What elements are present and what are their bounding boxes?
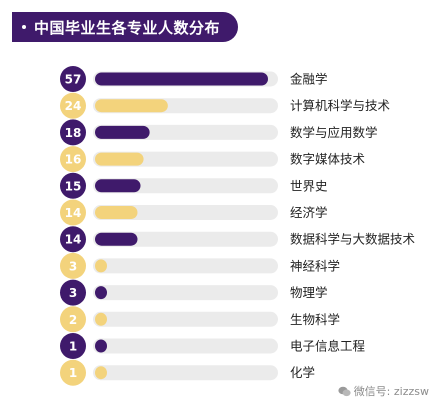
bar-track xyxy=(93,285,278,301)
value-badge xyxy=(60,226,86,253)
data-label: 24 xyxy=(65,99,82,113)
bar-row: 15 世界史 xyxy=(60,172,328,199)
category-label: 计算机科学与技术 xyxy=(290,98,391,113)
bar xyxy=(95,259,107,273)
bar-row: 1 化学 xyxy=(60,359,315,386)
bar xyxy=(95,72,268,86)
bar xyxy=(95,312,107,326)
bar-track xyxy=(93,311,278,327)
bar xyxy=(95,152,144,166)
bar xyxy=(95,232,138,246)
bar xyxy=(95,99,168,113)
data-label: 14 xyxy=(65,206,82,220)
bar xyxy=(95,125,150,139)
category-label: 生物科学 xyxy=(290,312,340,327)
value-badge xyxy=(60,199,86,226)
watermark-text: 微信号: zizzsw xyxy=(353,385,429,398)
bar xyxy=(95,206,138,219)
bar xyxy=(95,286,107,300)
bar xyxy=(95,366,107,380)
category-label: 数学与应用数学 xyxy=(290,125,378,140)
category-label: 经济学 xyxy=(290,205,328,220)
value-badge xyxy=(60,119,86,146)
data-label: 15 xyxy=(65,179,82,193)
data-label: 14 xyxy=(65,233,82,247)
bar-row: 14 数据科学与大数据技术 xyxy=(60,226,416,253)
bar-row: 24 计算机科学与技术 xyxy=(60,92,391,119)
category-label: 神经科学 xyxy=(290,258,340,273)
bar-row: 57 金融学 xyxy=(60,66,328,92)
bar-track xyxy=(93,205,278,220)
bar-row: 3 物理学 xyxy=(60,279,328,306)
bar-row: 1 电子信息工程 xyxy=(60,333,366,359)
bar-row: 16 数字媒体技术 xyxy=(60,146,366,173)
category-label: 数据科学与大数据技术 xyxy=(290,232,416,247)
data-label: 3 xyxy=(69,286,77,300)
data-label: 2 xyxy=(69,313,77,327)
bar xyxy=(95,179,141,193)
category-label: 物理学 xyxy=(290,285,328,300)
value-badge xyxy=(60,279,86,306)
bar-row: 14 经济学 xyxy=(60,199,328,226)
category-label: 数字媒体技术 xyxy=(290,152,366,167)
bar-track xyxy=(93,231,278,247)
bar-row: 18 数学与应用数学 xyxy=(60,119,378,146)
category-label: 电子信息工程 xyxy=(290,339,366,354)
value-badge xyxy=(60,66,86,92)
chart-title: 中国毕业生各专业人数分布 xyxy=(34,18,221,37)
data-label: 1 xyxy=(69,366,77,380)
category-label: 世界史 xyxy=(290,178,328,193)
chart-title-banner: 中国毕业生各专业人数分布 xyxy=(12,12,238,42)
value-badge xyxy=(60,146,86,173)
category-label: 化学 xyxy=(290,365,315,380)
bar-track xyxy=(93,258,278,274)
data-label: 1 xyxy=(69,340,77,354)
data-label: 57 xyxy=(65,73,82,87)
data-label: 3 xyxy=(69,259,77,273)
title-dot-icon xyxy=(22,25,26,29)
watermark: 微信号: zizzsw xyxy=(338,383,429,399)
data-label: 16 xyxy=(65,153,82,167)
bar xyxy=(95,339,107,353)
category-label: 金融学 xyxy=(290,72,328,87)
bar-track xyxy=(93,365,278,381)
bar-track xyxy=(93,338,278,354)
value-badge xyxy=(60,252,86,279)
data-label: 18 xyxy=(65,126,82,140)
bar-row: 2 生物科学 xyxy=(60,306,340,333)
value-badge xyxy=(60,92,86,119)
value-badge xyxy=(60,306,86,333)
value-badge xyxy=(60,172,86,199)
value-badge xyxy=(60,359,86,386)
wechat-icon xyxy=(338,386,351,396)
value-badge xyxy=(60,333,86,359)
bar-row: 3 神经科学 xyxy=(60,252,340,279)
